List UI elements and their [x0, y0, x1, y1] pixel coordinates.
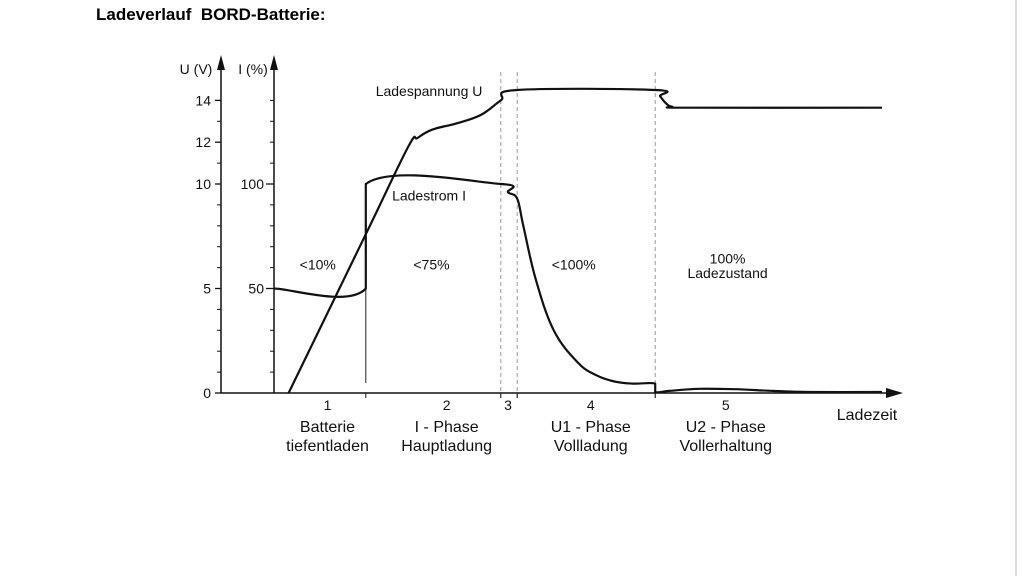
current-series-line	[273, 174, 883, 394]
y-axis-current-arrow	[270, 55, 278, 70]
y-tick-label-voltage: 10	[195, 176, 211, 192]
series-lines	[273, 87, 883, 394]
y-axis-voltage-arrow	[217, 55, 225, 70]
chart-annotation: <100%	[552, 257, 596, 273]
phase-boundary-lines	[365, 72, 656, 398]
y-tick-label-voltage: 12	[195, 134, 211, 150]
phase-number: 1	[324, 397, 332, 413]
y-tick-label-voltage: 5	[203, 281, 211, 297]
chart-annotation: <10%	[300, 257, 336, 273]
phase-title: U2 - Phase	[686, 419, 766, 436]
phase-number: 3	[504, 397, 512, 413]
axis-ticks	[215, 99, 656, 398]
x-axis-arrow	[886, 388, 903, 398]
voltage-series-line	[287, 87, 883, 394]
chart-annotation: Ladezustand	[687, 265, 767, 281]
phase-title: Batterie	[300, 419, 355, 436]
chart-annotation: Ladestrom I	[392, 188, 466, 204]
page-title: Ladeverlauf BORD-Batterie:	[96, 5, 326, 24]
y-axis-current-label: I (%)	[238, 61, 268, 77]
phase-number: 2	[443, 397, 451, 413]
y-tick-label-current: 100	[241, 176, 265, 192]
x-axis-label: Ladezeit	[837, 407, 898, 424]
y-tick-label-voltage: 0	[203, 385, 211, 401]
phase-subtitle: Vollerhaltung	[679, 438, 772, 455]
phase-title: I - Phase	[415, 419, 479, 436]
chart-labels: U (V) I (%)Ladezeit0510121450100Ladespann…	[180, 61, 898, 455]
phase-subtitle: tiefentladen	[286, 438, 369, 455]
y-axis-voltage-label: U (V)	[180, 61, 213, 77]
chart-annotation: <75%	[413, 257, 449, 273]
phase-number: 5	[722, 397, 730, 413]
slide-right-border	[1015, 0, 1017, 576]
y-tick-label-current: 50	[248, 281, 264, 297]
y-tick-label-voltage: 14	[195, 92, 211, 108]
chart-annotation: 100%	[710, 250, 746, 266]
phase-subtitle: Vollladung	[554, 438, 628, 455]
chart-annotation: Ladespannung U	[376, 83, 483, 99]
phase-number: 4	[587, 397, 595, 413]
phase-subtitle: Hauptladung	[401, 438, 492, 455]
phase-title: U1 - Phase	[551, 419, 631, 436]
axes	[217, 55, 903, 398]
